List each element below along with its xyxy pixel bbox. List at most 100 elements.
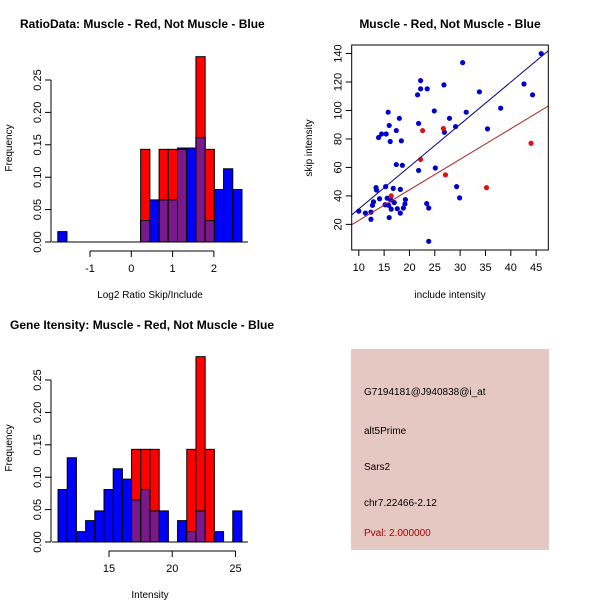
point-not-muscle: [424, 200, 430, 207]
y-tick-label: 0.15: [32, 434, 44, 455]
scatter-ylabel: skip intensity: [304, 119, 315, 176]
x-tick-label: -1: [85, 263, 95, 275]
hist1-xlabel: Log2 Ratio Skip/Include: [97, 290, 203, 301]
bar-not-muscle: [232, 189, 243, 243]
bar-overlap: [177, 148, 188, 243]
bar-not-muscle: [66, 457, 77, 543]
point-not-muscle: [397, 186, 403, 192]
bar-overlap: [167, 199, 179, 243]
point-not-muscle: [386, 202, 392, 208]
point-not-muscle: [393, 161, 399, 168]
point-not-muscle: [383, 131, 389, 137]
y-tick-label: 0.10: [32, 166, 44, 187]
bar-overlap: [149, 510, 160, 543]
bar-not-muscle: [232, 510, 243, 543]
bar-overlap: [186, 531, 197, 543]
point-not-muscle: [373, 187, 380, 193]
point-not-muscle: [446, 115, 453, 121]
bar-muscle: [204, 448, 215, 543]
bar-not-muscle: [213, 189, 225, 243]
point-not-muscle: [390, 185, 396, 191]
point-not-muscle: [441, 82, 447, 88]
hist1-title: RatioData: Muscle - Red, Not Muscle - Bl…: [20, 17, 265, 31]
point-not-muscle: [529, 92, 536, 98]
point-not-muscle: [498, 105, 504, 111]
point-not-muscle: [426, 205, 432, 211]
bar-not-muscle: [223, 168, 234, 243]
fit-line-not-muscle: [351, 50, 549, 216]
bar-overlap: [195, 510, 206, 543]
point-not-muscle: [387, 138, 393, 145]
point-not-muscle: [393, 127, 399, 134]
x-tick-label: 15: [103, 563, 115, 575]
bar-not-muscle: [57, 489, 68, 543]
point-muscle: [440, 125, 447, 132]
y-tick-label: 20: [333, 218, 345, 230]
y-tick-label: 60: [333, 161, 345, 173]
hist2-xlabel: Intensity: [131, 590, 168, 600]
hist1-ylabel: Frequency: [4, 124, 15, 171]
bar-overlap: [140, 489, 151, 543]
x-tick-label: 35: [479, 262, 491, 274]
bar-not-muscle: [85, 520, 96, 543]
x-tick-label: 20: [166, 563, 178, 575]
point-not-muscle: [370, 199, 377, 205]
point-not-muscle: [385, 109, 391, 115]
x-tick-label: 45: [530, 262, 542, 274]
y-tick-label: 0.10: [32, 466, 44, 487]
bar-not-muscle: [112, 468, 123, 543]
plot-frame: [351, 44, 549, 251]
point-not-muscle: [452, 123, 459, 130]
bar-overlap: [195, 137, 206, 243]
point-muscle: [420, 127, 426, 134]
point-not-muscle: [431, 108, 437, 114]
y-tick-label: 80: [333, 133, 345, 145]
point-not-muscle: [457, 195, 463, 201]
y-tick-label: 0.05: [32, 499, 44, 520]
y-tick-label: 0.25: [32, 69, 44, 90]
point-not-muscle: [418, 86, 424, 92]
x-tick-label: 0: [128, 263, 134, 275]
point-not-muscle: [394, 206, 400, 212]
y-tick-label: 0.25: [32, 369, 44, 390]
point-not-muscle: [521, 81, 527, 87]
bar-muscle: [186, 448, 197, 543]
point-not-muscle: [398, 138, 404, 144]
bar-overlap: [140, 220, 151, 243]
x-tick-label: 15: [378, 262, 390, 274]
point-not-muscle: [368, 216, 374, 222]
point-not-muscle: [402, 201, 408, 207]
hist2-plot: 0.00 0.05 0.10 0.15 0.20 0.25 15 20 25: [32, 356, 248, 575]
point-not-muscle: [463, 109, 469, 115]
bar-not-muscle: [57, 231, 68, 243]
point-not-muscle: [424, 86, 430, 92]
fit-line-muscle: [351, 105, 549, 226]
point-not-muscle: [397, 210, 403, 216]
info-location: chr7.22466-2.12: [364, 498, 437, 509]
bar-overlap: [158, 199, 169, 243]
scatter-xlabel: include intensity: [414, 290, 485, 301]
info-event-type: alt5Prime: [364, 426, 407, 437]
point-muscle: [528, 140, 534, 146]
point-not-muscle: [476, 89, 482, 95]
x-tick-label: 25: [429, 262, 441, 274]
point-not-muscle: [388, 206, 394, 212]
point-not-muscle: [402, 197, 409, 203]
point-not-muscle: [378, 131, 385, 137]
y-tick-label: 40: [333, 190, 345, 202]
point-not-muscle: [414, 92, 421, 98]
point-muscle: [483, 185, 490, 191]
x-tick-label: 25: [229, 563, 241, 575]
info-gene: Sars2: [364, 462, 391, 473]
y-tick-label: 100: [333, 101, 345, 119]
y-tick-label: 0.00: [32, 531, 44, 552]
point-muscle: [442, 172, 449, 178]
bar-not-muscle: [121, 478, 133, 543]
point-not-muscle: [391, 199, 397, 206]
bar-not-muscle: [177, 520, 188, 543]
point-not-muscle: [484, 126, 491, 132]
x-tick-label: 10: [353, 262, 365, 274]
point-not-muscle: [362, 210, 368, 216]
y-tick-label: 120: [333, 73, 345, 91]
scatter-title: Muscle - Red, Not Muscle - Blue: [359, 17, 541, 31]
